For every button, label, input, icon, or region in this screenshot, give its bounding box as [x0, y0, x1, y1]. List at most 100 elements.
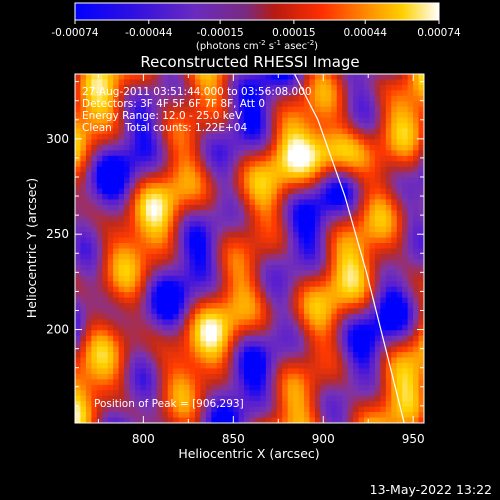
- heatmap-cell: [314, 74, 321, 81]
- heatmap-cell: [134, 123, 142, 130]
- heatmap-cell: [205, 373, 212, 380]
- heatmap-cell: [167, 384, 174, 391]
- heatmap-cell: [402, 166, 409, 173]
- heatmap-cell: [222, 303, 229, 310]
- heatmap-cell: [396, 74, 403, 81]
- heatmap-cell: [244, 161, 251, 168]
- heatmap-cell: [331, 210, 338, 217]
- heatmap-cell: [107, 259, 114, 266]
- heatmap-cell: [254, 139, 262, 146]
- heatmap-cell: [249, 204, 256, 211]
- heatmap-cell: [331, 226, 338, 233]
- heatmap-cell: [304, 259, 311, 266]
- heatmap-cell: [309, 253, 316, 261]
- heatmap-cell: [293, 384, 300, 391]
- heatmap-cell: [413, 232, 420, 239]
- heatmap-cell: [314, 128, 321, 135]
- heatmap-cell: [304, 412, 311, 419]
- heatmap-cell: [304, 172, 311, 179]
- heatmap-cell: [178, 79, 185, 86]
- heatmap-cell: [211, 346, 218, 353]
- heatmap-cell: [216, 183, 223, 190]
- heatmap-cell: [287, 390, 294, 397]
- heatmap-cell: [134, 128, 142, 135]
- heatmap-cell: [194, 155, 202, 162]
- heatmap-cell: [205, 324, 212, 331]
- heatmap-cell: [325, 346, 332, 353]
- heatmap-cell: [402, 161, 409, 168]
- heatmap-cell: [124, 79, 131, 86]
- heatmap-cell: [227, 248, 234, 255]
- heatmap-cell: [227, 237, 234, 244]
- heatmap-cell: [320, 183, 327, 190]
- heatmap-cell: [113, 335, 120, 342]
- heatmap-cell: [418, 308, 424, 315]
- heatmap-cell: [336, 292, 343, 299]
- heatmap-cell: [107, 303, 114, 310]
- heatmap-cell: [184, 335, 191, 342]
- heatmap-cell: [418, 128, 424, 135]
- heatmap-cell: [107, 101, 114, 108]
- heatmap-cell: [96, 84, 103, 91]
- heatmap-cell: [271, 368, 278, 375]
- heatmap-cell: [402, 406, 409, 413]
- heatmap-cell: [184, 281, 191, 288]
- heatmap-cell: [96, 79, 103, 86]
- heatmap-cell: [233, 352, 240, 359]
- heatmap-cell: [282, 303, 289, 310]
- heatmap-cell: [227, 166, 234, 173]
- heatmap-cell: [336, 144, 343, 151]
- heatmap-cell: [402, 84, 409, 91]
- heatmap-cell: [85, 390, 92, 397]
- heatmap-cell: [113, 352, 120, 359]
- heatmap-cell: [282, 226, 289, 233]
- heatmap-cell: [407, 341, 414, 348]
- heatmap-cell: [75, 123, 82, 130]
- heatmap-cell: [293, 395, 300, 402]
- heatmap-cell: [107, 221, 114, 228]
- heatmap-cell: [102, 341, 109, 348]
- heatmap-cell: [309, 363, 316, 370]
- heatmap-cell: [282, 177, 289, 184]
- heatmap-cell: [233, 84, 240, 91]
- heatmap-cell: [189, 232, 196, 239]
- heatmap-cell: [331, 155, 338, 162]
- heatmap-cell: [80, 341, 87, 348]
- heatmap-cell: [151, 401, 158, 408]
- heatmap-cell: [369, 95, 376, 102]
- heatmap-cell: [320, 346, 327, 353]
- plot-frame: [74, 73, 425, 424]
- heatmap-cell: [271, 243, 278, 250]
- heatmap-cell: [276, 106, 283, 113]
- heatmap-cell: [331, 161, 338, 168]
- heatmap-cell: [75, 79, 82, 86]
- heatmap-cell: [96, 117, 103, 124]
- heatmap-cell: [107, 297, 114, 304]
- heatmap-cell: [391, 177, 398, 184]
- heatmap-cell: [80, 210, 87, 217]
- heatmap-cell: [211, 133, 218, 141]
- heatmap-cell: [178, 313, 185, 320]
- heatmap-cell: [342, 292, 349, 299]
- heatmap-cell: [265, 193, 272, 201]
- heatmap-cell: [353, 144, 360, 151]
- heatmap-cell: [124, 117, 131, 124]
- heatmap-cell: [249, 166, 256, 173]
- heatmap-cell: [320, 95, 327, 102]
- heatmap-cell: [80, 226, 87, 233]
- heatmap-cell: [113, 330, 120, 337]
- heatmap-cell: [118, 101, 125, 108]
- heatmap-cell: [140, 253, 147, 261]
- heatmap-cell: [75, 292, 82, 299]
- heatmap-cell: [391, 412, 398, 419]
- heatmap-cell: [173, 346, 180, 353]
- heatmap-cell: [260, 417, 267, 423]
- heatmap-cell: [205, 297, 212, 304]
- heatmap-cell: [407, 177, 414, 184]
- heatmap-cell: [282, 144, 289, 151]
- heatmap-cell: [85, 286, 92, 293]
- heatmap-cell: [124, 248, 131, 255]
- heatmap-cell: [336, 128, 343, 135]
- heatmap-cell: [145, 193, 152, 201]
- heatmap-cell: [293, 95, 300, 102]
